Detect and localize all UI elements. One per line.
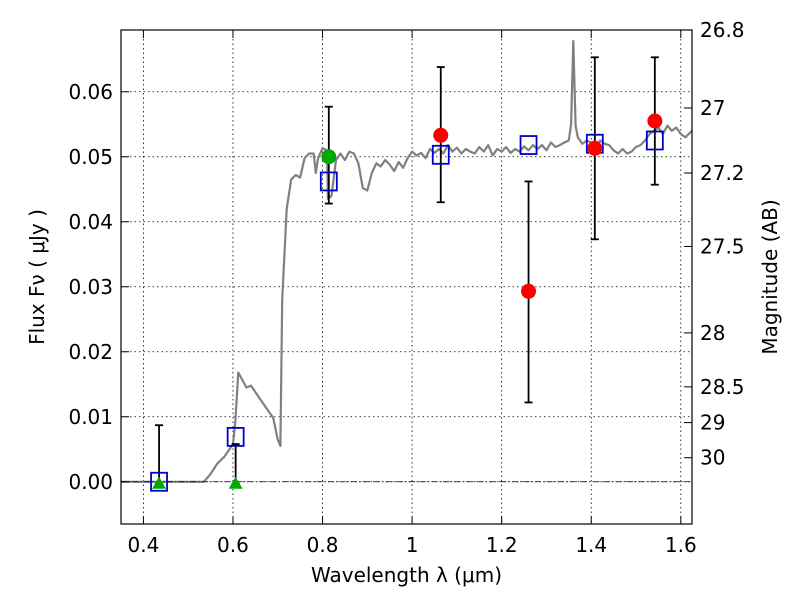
x-tick-label: 1.4 — [575, 533, 607, 557]
y-axis-label: Flux Fν ( μJy ) — [25, 209, 49, 345]
y-tick-label: 0.02 — [68, 340, 113, 364]
photometry-point — [647, 113, 663, 129]
grid — [121, 30, 692, 524]
photometry-point — [521, 283, 537, 299]
y-tick-label: 0.05 — [68, 145, 113, 169]
y2-tick-label: 30 — [700, 446, 725, 470]
x-tick-label: 0.6 — [217, 533, 249, 557]
model-band-square — [319, 171, 338, 192]
y2-tick-label: 28 — [700, 321, 725, 345]
model-band-square — [645, 130, 664, 151]
data-markers — [150, 113, 664, 492]
model-spectrum-line — [121, 39, 693, 483]
plot-frame — [120, 29, 693, 525]
y-tick-label: 0.01 — [68, 405, 113, 429]
model-band-square — [226, 426, 245, 447]
y2-tick-label: 27 — [700, 96, 725, 120]
y2-tick-label: 29 — [700, 411, 725, 435]
photometry-point — [587, 140, 603, 156]
model-spectrum — [121, 39, 693, 483]
model-band-square — [519, 135, 538, 155]
x-axis-label: Wavelength λ (μm) — [311, 563, 502, 587]
y-tick-label: 0.03 — [68, 275, 113, 299]
y2-tick-label: 26.8 — [700, 18, 745, 42]
x-tick-label: 0.8 — [307, 533, 339, 557]
x-tick-label: 1.6 — [665, 533, 697, 557]
y-tick-label: 0.04 — [68, 210, 113, 234]
error-bars — [155, 56, 659, 485]
x-tick-label: 1.2 — [486, 533, 518, 557]
upper-limit-triangle — [228, 476, 243, 489]
x-tick-label: 0.4 — [127, 533, 159, 557]
y-tick-label: 0.06 — [68, 80, 113, 104]
y2-tick-label: 28.5 — [700, 375, 745, 399]
photometry-point — [321, 149, 337, 165]
upper-limit-triangle — [152, 476, 167, 489]
y2-tick-label: 27.5 — [700, 234, 745, 258]
y-tick-label: 0.00 — [68, 470, 113, 494]
y2-axis-label: Magnitude (AB) — [758, 199, 782, 354]
y2-tick-label: 27.2 — [700, 161, 745, 185]
x-tick-label: 1 — [406, 533, 419, 557]
photometry-point — [433, 127, 449, 143]
axis-ticks — [121, 29, 692, 524]
model-band-square — [431, 144, 450, 165]
model-band-square — [150, 471, 168, 492]
tick-labels: 0.4 0.6 0.8 1 1.2 1.4 1.6 0.00 0.01 0.02 0.03 0.04 0… — [68, 18, 744, 557]
